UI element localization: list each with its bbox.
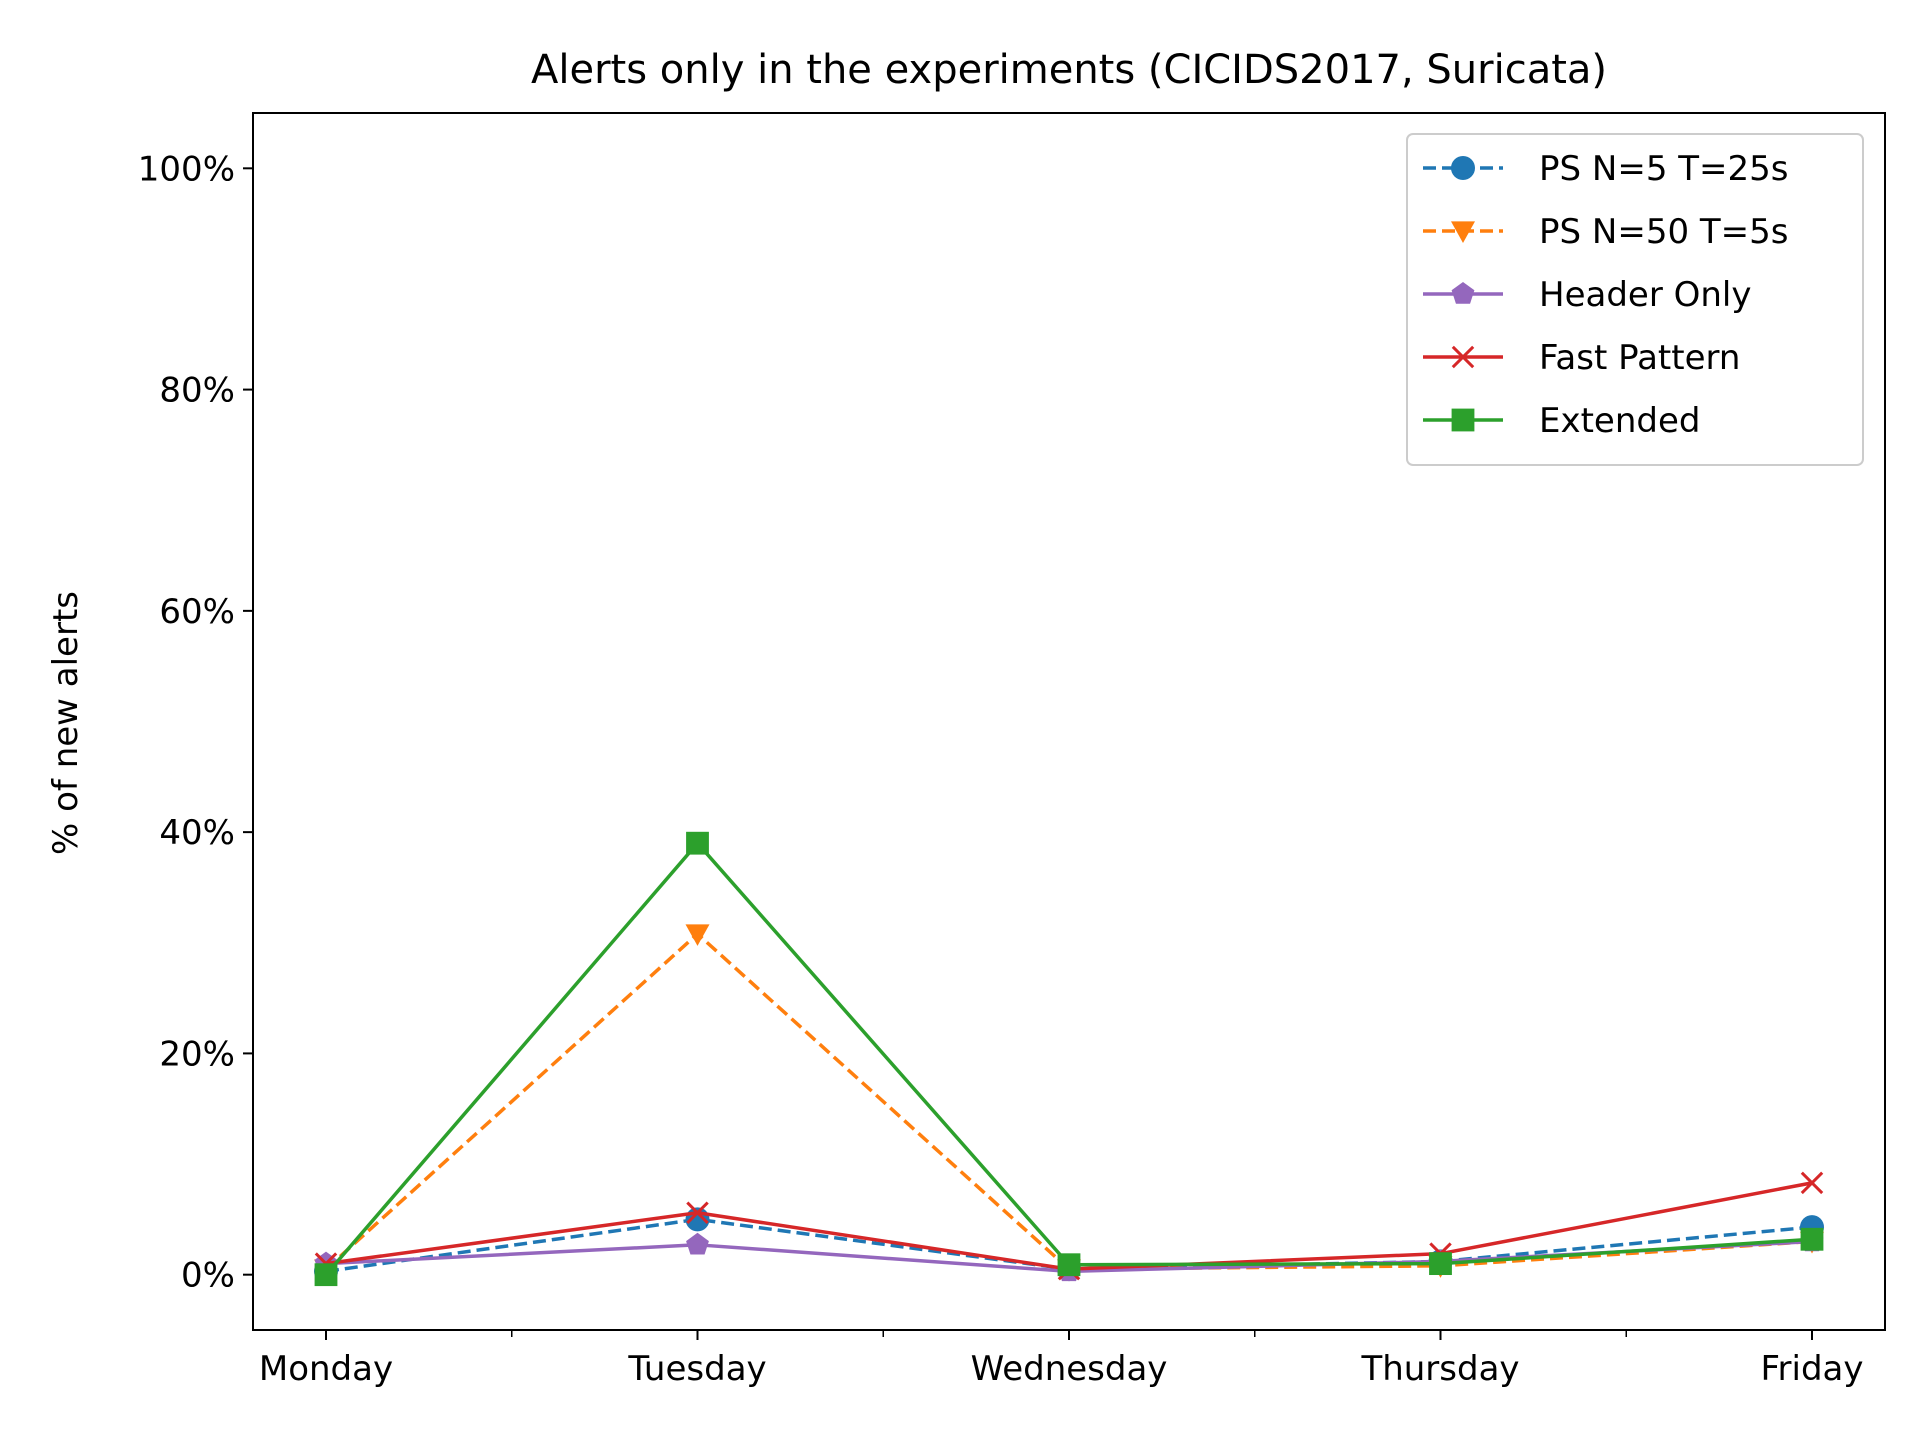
data-point [314, 1263, 338, 1287]
x-marker-stroke [686, 1201, 709, 1224]
x-tick-label: Friday [1760, 1349, 1863, 1389]
axes: 0% 20% 40% 60% 80% 100% Monday Tuesday Wednesday… [138, 112, 1886, 1389]
data-point [1057, 1253, 1081, 1277]
legend-label: Fast Pattern [1539, 338, 1740, 378]
x-marker-stroke [1800, 1171, 1824, 1195]
legend: PS N=5 T=25s PS N=50 T=5s Header Only Fast … [1406, 133, 1864, 466]
legend-marker [1451, 221, 1475, 243]
y-tick-label: 100% [138, 149, 235, 189]
x-tick-label: Monday [259, 1349, 393, 1389]
legend-box [1406, 133, 1864, 466]
legend-item: Fast Pattern [1423, 338, 1740, 378]
data-point [1429, 1252, 1452, 1276]
plot-area [314, 831, 1824, 1287]
y-tick-label: 40% [159, 813, 235, 853]
data-point [686, 831, 709, 855]
legend-item: PS N=50 T=5s [1423, 212, 1789, 252]
y-tick-label: 80% [159, 371, 235, 411]
y-tick-label: 20% [159, 1034, 235, 1074]
legend-label: Header Only [1539, 275, 1751, 315]
series-line [324, 841, 1813, 1276]
data-point [685, 924, 710, 946]
x-tick-label: Tuesday [627, 1349, 766, 1389]
data-point [686, 1201, 709, 1224]
legend-label: Extended [1539, 401, 1700, 441]
legend-item: PS N=5 T=25s [1423, 149, 1789, 189]
x-tick-label: Thursday [1360, 1349, 1519, 1389]
series-line [324, 932, 1813, 1271]
legend-marker [1451, 156, 1475, 180]
legend-item: Header Only [1423, 275, 1751, 315]
legend-marker [1451, 408, 1475, 432]
y-tick-label: 0% [181, 1256, 235, 1296]
series-extended [314, 831, 1824, 1287]
x-tick-label: Wednesday [971, 1349, 1168, 1389]
chart-title: Alerts only in the experiments (CICIDS20… [531, 47, 1607, 93]
data-point [1800, 1227, 1824, 1251]
x-marker-stroke [1451, 345, 1475, 369]
series-ps-n-50-t-5s [314, 924, 1824, 1282]
legend-marker [1451, 282, 1475, 304]
legend-marker [1451, 345, 1475, 369]
legend-label: PS N=5 T=25s [1539, 149, 1789, 189]
y-tick-label: 60% [159, 592, 235, 632]
data-point [686, 1232, 709, 1255]
legend-label: PS N=50 T=5s [1539, 212, 1789, 252]
data-point [1800, 1171, 1824, 1195]
y-axis-label: % of new alerts [46, 591, 86, 855]
legend-item: Extended [1423, 401, 1700, 441]
